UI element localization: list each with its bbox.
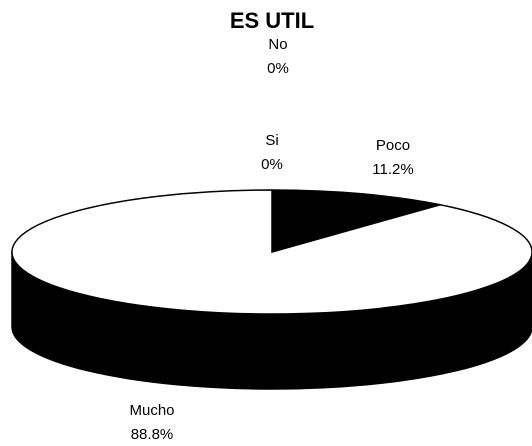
slice-value-label: 88.8% bbox=[131, 426, 174, 443]
slice-label: Si bbox=[265, 132, 278, 149]
slice-label: Poco bbox=[376, 137, 410, 154]
slice-label: Mucho bbox=[129, 402, 174, 419]
pie-slice bbox=[271, 189, 441, 253]
slice-value-label: 11.2% bbox=[372, 161, 413, 178]
slice-value-label: 0% bbox=[261, 156, 283, 173]
chart-title: ES UTIL bbox=[230, 8, 314, 33]
pie-slice bbox=[11, 189, 532, 315]
slice-value-label: 0% bbox=[267, 60, 289, 77]
slice-label: No bbox=[268, 36, 287, 53]
